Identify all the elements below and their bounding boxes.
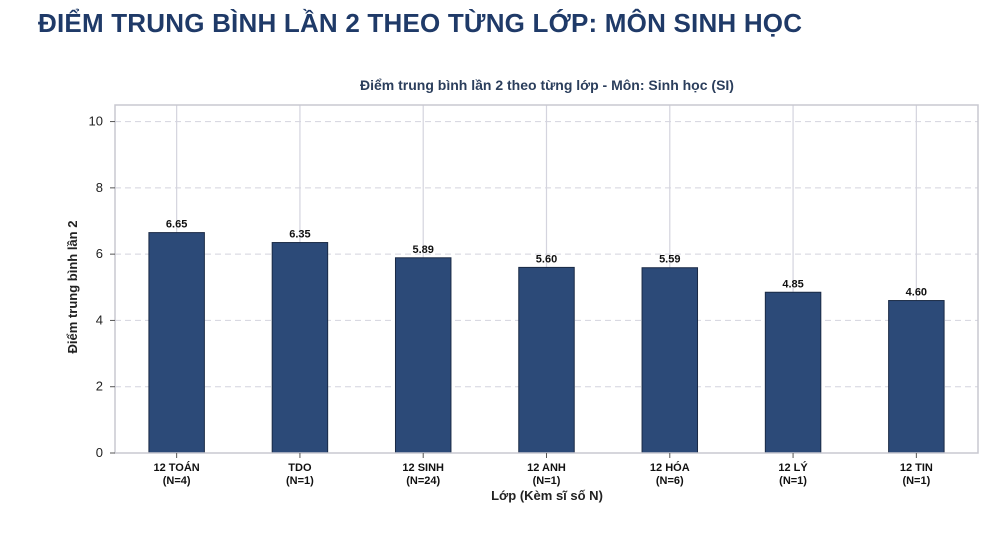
- bar-value-label: 5.89: [413, 244, 434, 256]
- x-sample-size-label: (N=1): [779, 475, 807, 487]
- y-tick-label: 0: [96, 445, 103, 460]
- bar-value-label: 5.59: [659, 254, 680, 266]
- bar-value-label: 6.65: [166, 219, 187, 231]
- x-tick-label: 12 SINH: [402, 462, 444, 474]
- page-title: ĐIỂM TRUNG BÌNH LẦN 2 THEO TỪNG LỚP: MÔN…: [38, 8, 803, 38]
- bar-value-label: 5.60: [536, 253, 557, 265]
- bar: [764, 291, 822, 454]
- x-tick-label: TDO: [288, 462, 312, 474]
- bar-value-label: 4.85: [782, 278, 803, 290]
- x-sample-size-label: (N=1): [533, 475, 561, 487]
- x-sample-size-label: (N=6): [656, 475, 684, 487]
- bar-value-label: 4.60: [906, 287, 927, 299]
- x-sample-size-label: (N=4): [163, 475, 191, 487]
- y-tick-label: 6: [96, 246, 103, 261]
- x-tick-label: 12 TOÁN: [154, 461, 200, 474]
- y-tick-label: 4: [96, 312, 103, 327]
- x-axis-title: Lớp (Kèm sĩ số N): [491, 488, 603, 503]
- x-sample-size-label: (N=1): [902, 475, 930, 487]
- bar: [271, 242, 329, 454]
- bar-value-label: 6.35: [289, 229, 310, 241]
- chart-title: Điểm trung bình lần 2 theo từng lớp - Mô…: [360, 77, 734, 93]
- x-sample-size-label: (N=1): [286, 475, 314, 487]
- bar: [641, 267, 699, 454]
- bars: 6.65 6.35 5.89 5.60 5.59 4.85 4.60: [148, 219, 945, 454]
- x-tick-label: 12 ANH: [527, 462, 566, 474]
- y-axis-title: Điểm trung bình lần 2: [65, 221, 80, 354]
- y-tick-label: 8: [96, 180, 103, 195]
- y-tick-label: 2: [96, 379, 103, 394]
- x-tick-label: 12 TIN: [900, 462, 933, 474]
- y-tick-label: 10: [89, 114, 103, 129]
- bar: [888, 300, 945, 454]
- bar: [148, 232, 205, 454]
- bar: [394, 257, 452, 454]
- bar: [518, 266, 575, 454]
- x-tick-label: 12 LÝ: [778, 461, 808, 474]
- x-sample-size-label: (N=24): [406, 475, 440, 487]
- x-tick-label: 12 HÓA: [650, 461, 690, 474]
